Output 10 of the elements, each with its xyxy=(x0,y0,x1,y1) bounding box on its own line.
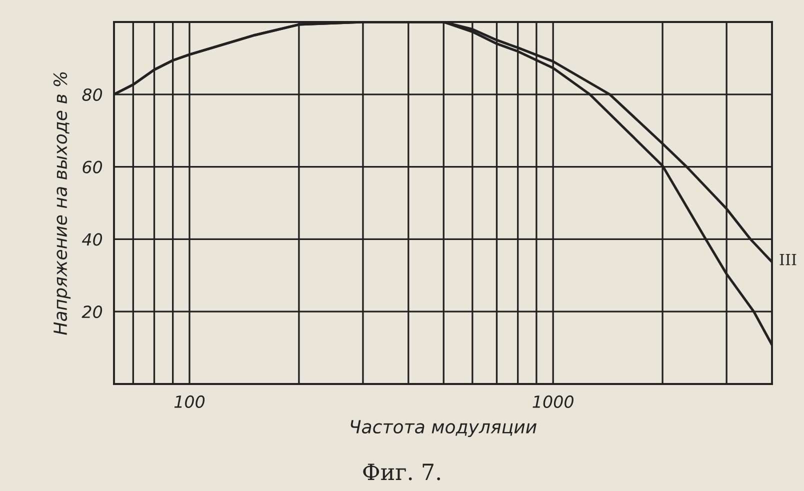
x-tick-label: 1000 xyxy=(532,395,574,408)
annotation: III xyxy=(780,254,796,266)
y-tick-label: 80 xyxy=(82,88,102,101)
y-tick-label: 60 xyxy=(82,160,102,174)
x-tick-label: 100 xyxy=(174,395,205,408)
y-tick-label: 20 xyxy=(82,306,102,318)
text: Фиг. 7. xyxy=(363,464,440,480)
y-tick-label: 40 xyxy=(82,233,102,246)
y-axis-title: Напряжение на выходе в % xyxy=(53,72,71,335)
x-axis-title: Частота модуляции xyxy=(350,420,536,438)
